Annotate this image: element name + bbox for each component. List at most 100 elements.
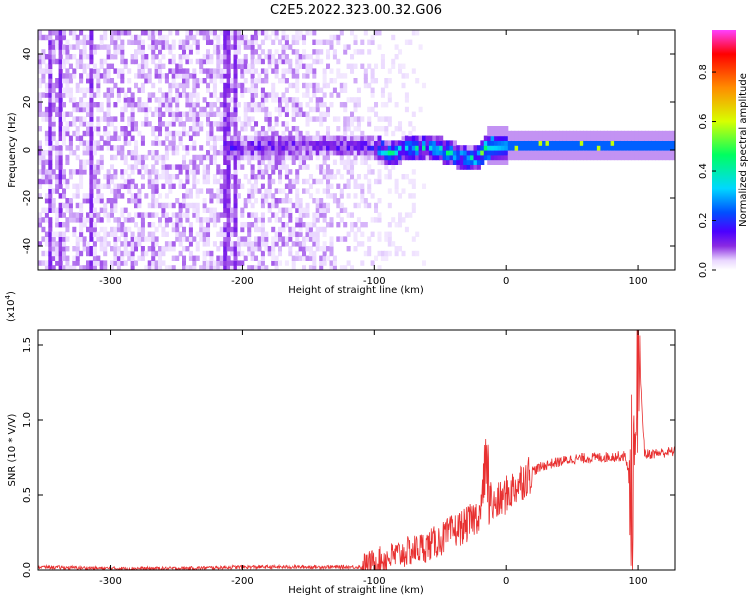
spectrogram-cell xyxy=(182,49,187,55)
spectrogram-cell xyxy=(370,34,375,41)
spectrogram-cell xyxy=(247,154,252,161)
spectrogram-cell xyxy=(178,212,183,218)
spectrogram-cell xyxy=(267,193,272,199)
spectrogram-cell xyxy=(308,183,313,189)
spectrogram-cell xyxy=(641,140,646,146)
spectrogram-cell xyxy=(182,260,187,266)
spectrogram-cell xyxy=(319,102,324,108)
spectrogram-cell xyxy=(89,145,94,151)
spectrogram-cell xyxy=(96,212,101,218)
spectrogram-cell xyxy=(600,140,605,146)
spectrogram-cell xyxy=(284,183,289,189)
spectrogram-cell xyxy=(350,97,355,103)
spectrogram-cell xyxy=(329,135,334,141)
spectrogram-cell xyxy=(223,226,228,233)
spectrogram-cell xyxy=(68,92,73,98)
spectrogram-cell xyxy=(175,222,180,228)
spectrogram-cell xyxy=(48,106,53,113)
spectrogram-cell xyxy=(79,106,84,113)
spectrogram-cell xyxy=(123,63,128,69)
spectrogram-cell xyxy=(346,169,351,175)
spectrogram-cell xyxy=(583,154,588,161)
spectrogram-cell xyxy=(490,135,495,141)
spectrogram-cell xyxy=(435,140,440,146)
spectrogram-cell xyxy=(524,140,529,146)
spectrogram-cell xyxy=(620,135,625,141)
spectrogram-cell xyxy=(254,49,259,55)
spectrogram-cell xyxy=(672,150,675,156)
spectrogram-cell xyxy=(254,130,259,137)
spectrogram-cell xyxy=(315,246,320,252)
spectrogram-cell xyxy=(624,154,629,161)
spectrogram-cell xyxy=(243,58,248,65)
spectrogram-cell xyxy=(401,154,406,161)
spectrogram-cell xyxy=(147,30,152,36)
spectrogram-cell xyxy=(336,222,341,228)
spectrogram-cell xyxy=(58,159,63,165)
spectrogram-cell xyxy=(230,116,235,122)
spectrogram-cell xyxy=(322,231,327,237)
spectrogram-cell xyxy=(51,169,56,175)
spectrogram-cell xyxy=(271,54,276,60)
spectrogram-cell xyxy=(487,126,492,132)
spectrogram-cell xyxy=(75,44,80,50)
spectrogram-cell xyxy=(236,140,241,146)
spectrogram-cell xyxy=(380,255,385,261)
spectrogram-cell xyxy=(257,265,262,270)
spectrogram-cell xyxy=(38,126,43,132)
spectrogram-cell xyxy=(411,154,416,161)
spectrogram-cell xyxy=(106,73,111,79)
spectrogram-cell xyxy=(353,202,358,209)
spectrogram-cell xyxy=(326,150,331,156)
spectrogram-cell xyxy=(308,255,313,261)
spectrogram-cell xyxy=(99,241,104,247)
spectrogram-cell xyxy=(326,54,331,60)
spectrogram-cell xyxy=(398,68,403,74)
spectrogram-cell xyxy=(391,34,396,41)
spectrogram-cell xyxy=(308,150,313,156)
spectrogram-cell xyxy=(247,231,252,237)
spectrogram-cell xyxy=(44,82,49,89)
spectrogram-cell xyxy=(195,255,200,261)
spectrogram-cell xyxy=(538,150,543,156)
spectrogram-cell xyxy=(302,255,307,261)
spectrogram-cell xyxy=(223,126,228,132)
spectrogram-cell xyxy=(394,222,399,228)
spectrogram-cell xyxy=(89,49,94,55)
spectrogram-cell xyxy=(158,49,163,55)
spectrogram-cell xyxy=(230,140,235,146)
spectrogram-cell xyxy=(79,169,84,175)
y-tick-label: 0.0 xyxy=(22,562,33,578)
spectrogram-cell xyxy=(116,97,121,103)
spectrogram-cell xyxy=(58,49,63,55)
spectrogram-cell xyxy=(439,135,444,141)
spectrogram-cell xyxy=(195,116,200,122)
spectrogram-cell xyxy=(538,145,543,151)
spectrogram-cell xyxy=(459,150,464,156)
spectrogram-cell xyxy=(168,58,173,65)
spectrogram-cell xyxy=(624,135,629,141)
spectrogram-cell xyxy=(243,140,248,146)
spectrogram-cell xyxy=(72,255,77,261)
spectrogram-cell xyxy=(82,68,87,74)
spectrogram-cell xyxy=(260,68,265,74)
spectrogram-cell xyxy=(147,183,152,189)
spectrogram-cell xyxy=(281,68,286,74)
spectrogram-cell xyxy=(353,116,358,122)
spectrogram-cell xyxy=(137,130,142,137)
spectrogram-cell xyxy=(291,68,296,74)
spectrogram-cell xyxy=(44,193,49,199)
spectrogram-cell xyxy=(596,145,601,151)
spectrogram-cell xyxy=(113,246,118,252)
spectrogram-cell xyxy=(113,188,118,194)
spectrogram-cell xyxy=(51,121,56,127)
spectrogram-cell xyxy=(350,150,355,156)
spectrogram-cell xyxy=(236,183,241,189)
spectrogram-cell xyxy=(240,140,245,146)
spectrogram-cell xyxy=(291,34,296,41)
spectrogram-cell xyxy=(212,34,217,41)
spectrogram-cell xyxy=(401,188,406,194)
spectrogram-cell xyxy=(247,140,252,146)
spectrogram-cell xyxy=(233,130,238,137)
spectrogram-cell xyxy=(631,130,636,137)
